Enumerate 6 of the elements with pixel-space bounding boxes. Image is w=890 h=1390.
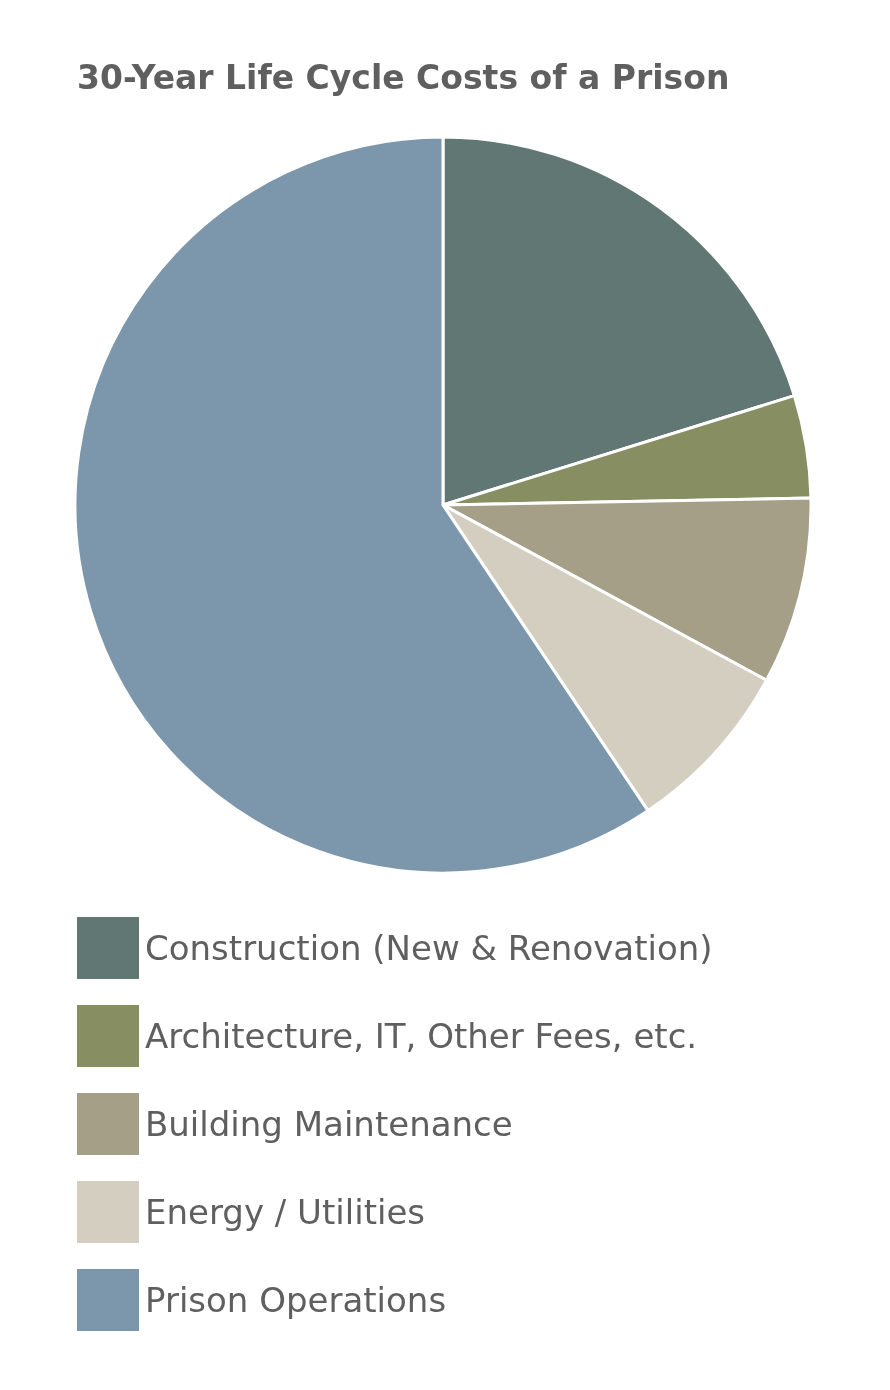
legend-label: Building Maintenance xyxy=(145,1104,513,1144)
legend-label: Construction (New & Renovation) xyxy=(145,928,713,968)
legend-label: Energy / Utilities xyxy=(145,1192,426,1232)
legend-label: Architecture, IT, Other Fees, etc. xyxy=(145,1016,698,1056)
chart-title: 30-Year Life Cycle Costs of a Prison xyxy=(77,58,730,97)
legend-label: Prison Operations xyxy=(145,1280,447,1320)
